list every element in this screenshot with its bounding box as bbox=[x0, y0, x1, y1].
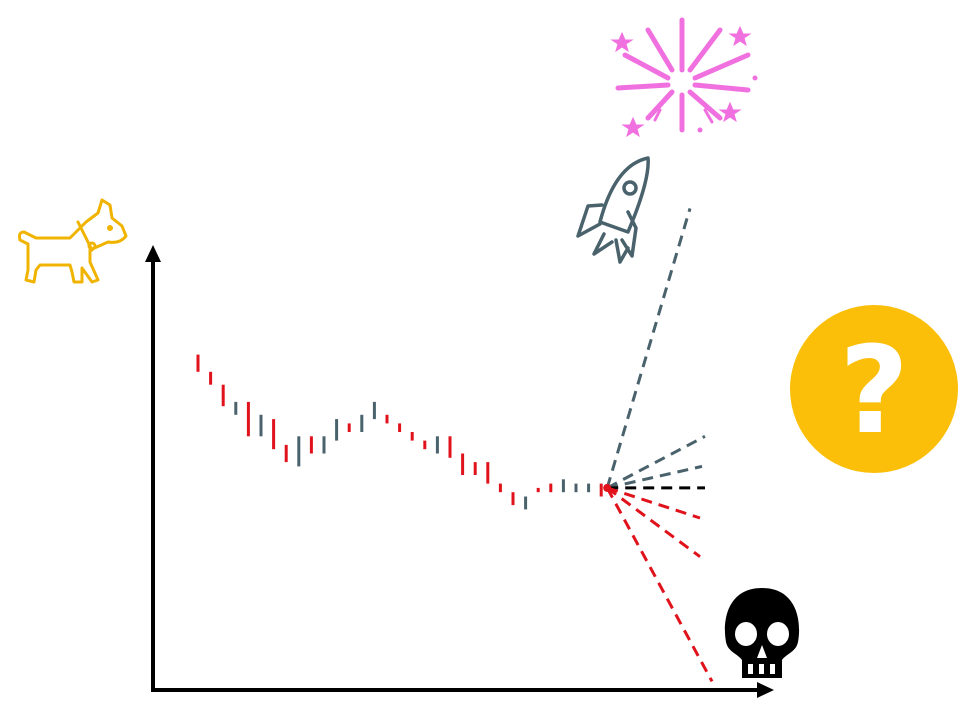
scenario-line bbox=[605, 487, 714, 683]
question-mark-icon: ? bbox=[790, 305, 958, 473]
candles bbox=[196, 354, 603, 510]
scenario-line bbox=[606, 434, 706, 490]
skull-icon bbox=[724, 588, 800, 678]
scenario-lines bbox=[603, 207, 714, 683]
scenario-line bbox=[606, 486, 701, 558]
scenario-origin-point bbox=[603, 483, 612, 492]
question-glyph: ? bbox=[839, 322, 909, 461]
scenario-line bbox=[605, 207, 692, 489]
scenario-line bbox=[606, 486, 701, 520]
rocket-icon bbox=[576, 156, 650, 264]
scenario-line bbox=[606, 464, 703, 490]
dog-icon bbox=[18, 198, 128, 284]
y-axis-arrowhead bbox=[145, 245, 161, 262]
firework-icon bbox=[610, 17, 758, 138]
x-axis-arrowhead bbox=[757, 682, 774, 698]
axes bbox=[145, 245, 774, 698]
